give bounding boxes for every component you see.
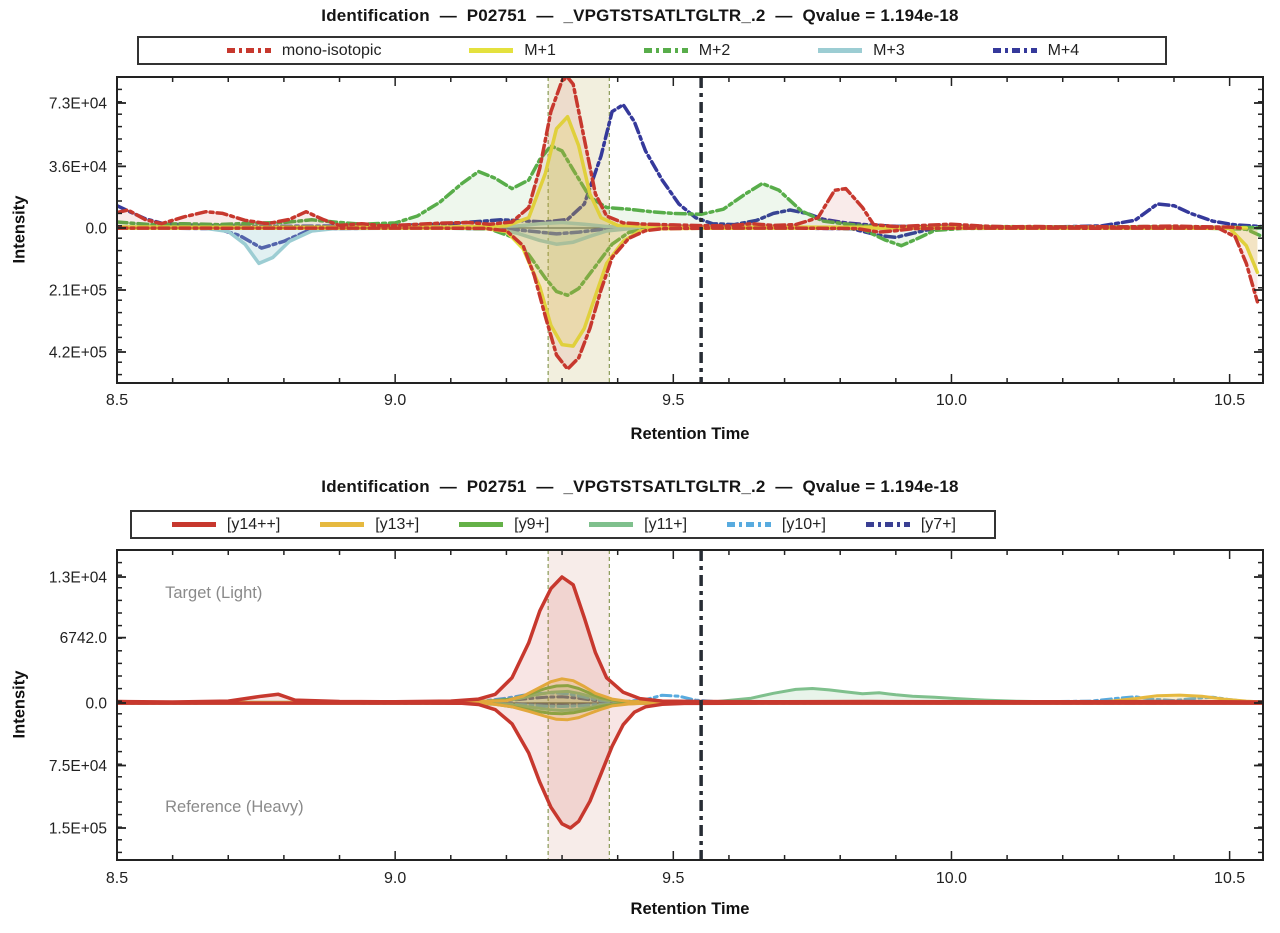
plot-annotation: Target (Light)	[165, 584, 262, 602]
legend-item-monoisotopic: mono-isotopic	[225, 41, 382, 60]
x-axis: 8.5 9.0 9.5 10.0 10.5	[106, 77, 1245, 409]
legend-item-y14++: [y14++]	[170, 516, 280, 534]
legend-line-sample-icon	[320, 522, 365, 527]
y-axis: 1.3E+04 6742.0 0.0 7.5E+04 1.5E+05	[49, 549, 1263, 854]
legend-label: [y14++]	[226, 515, 281, 533]
legend-label: mono-isotopic	[281, 41, 382, 59]
chart-title-bottom: Identification — P02751 — _VPGTSTSATLTGL…	[321, 477, 959, 496]
svg-text:1.3E+04: 1.3E+04	[49, 570, 108, 587]
legend-line-sample-icon	[226, 48, 271, 53]
x-axis-title-bottom: Retention Time	[630, 900, 750, 918]
chromatogram-plot-bottom[interactable]: 8.5 9.0 9.5 10.0 10.5 1.3E+04 6742.0 0.0 7.5E+04…	[0, 460, 1280, 933]
svg-text:3.6E+04: 3.6E+04	[49, 159, 108, 176]
plot-frame	[116, 76, 1264, 384]
legend-line-sample-icon	[643, 48, 688, 53]
legend-line-sample-icon	[469, 48, 514, 53]
legend-item-m+1: M+1	[467, 42, 556, 60]
legend-item-y10+: [y10+]	[725, 516, 826, 534]
svg-text:8.5: 8.5	[106, 392, 128, 409]
legend-line-sample-icon	[992, 48, 1037, 53]
svg-text:9.0: 9.0	[384, 870, 406, 887]
legend-item-m+3: M+3	[816, 42, 905, 60]
svg-text:8.5: 8.5	[106, 870, 128, 887]
y-axis: 7.3E+04 3.6E+04 0.0 2.1E+05 4.2E+05	[49, 76, 1263, 376]
svg-text:0.0: 0.0	[85, 221, 107, 238]
series-group	[117, 575, 1263, 830]
svg-text:2.1E+05: 2.1E+05	[49, 283, 107, 300]
legend-bottom: [y14++] [y13+] [y9+] [y11+] [y10+] [y7+]	[130, 510, 996, 539]
legend-label: M+1	[524, 41, 556, 59]
legend-item-y9+: [y9+]	[457, 516, 549, 534]
legend-item-y11+: [y11+]	[587, 516, 687, 534]
svg-text:6742.0: 6742.0	[60, 630, 108, 647]
legend-label: [y10+]	[781, 515, 826, 533]
plot-frame	[116, 549, 1264, 861]
legend-line-sample-icon	[726, 522, 771, 527]
legend-label: M+2	[698, 41, 731, 59]
svg-text:10.5: 10.5	[1214, 870, 1245, 887]
svg-text:9.5: 9.5	[662, 392, 684, 409]
svg-text:10.5: 10.5	[1214, 392, 1245, 409]
legend-item-y13+: [y13+]	[318, 516, 419, 534]
legend-label: [y9+]	[514, 515, 550, 533]
legend-item-m+4: M+4	[991, 41, 1080, 60]
legend-label: [y13+]	[375, 515, 420, 533]
x-axis-title-top: Retention Time	[630, 425, 750, 443]
svg-text:7.5E+04: 7.5E+04	[49, 758, 108, 775]
x-axis: 8.5 9.0 9.5 10.0 10.5	[106, 550, 1245, 887]
svg-text:9.0: 9.0	[384, 392, 406, 409]
svg-text:1.5E+05: 1.5E+05	[49, 821, 107, 838]
svg-text:0.0: 0.0	[85, 696, 107, 713]
legend-label: M+3	[873, 41, 905, 59]
series-monoisotopic	[117, 77, 1260, 371]
legend-line-sample-icon	[589, 522, 634, 527]
legend-label: M+4	[1047, 41, 1080, 59]
svg-text:10.0: 10.0	[936, 392, 967, 409]
series-y14++	[117, 575, 1263, 830]
plot-annotation: Reference (Heavy)	[165, 798, 303, 816]
legend-item-y7+: [y7+]	[864, 516, 956, 534]
legend-label: [y7+]	[920, 515, 956, 533]
legend-line-sample-icon	[818, 48, 863, 53]
svg-text:9.5: 9.5	[662, 870, 684, 887]
legend-label: [y11+]	[644, 515, 688, 533]
svg-text:4.2E+05: 4.2E+05	[49, 345, 107, 362]
series-group	[117, 77, 1263, 371]
legend-line-sample-icon	[865, 522, 910, 527]
svg-text:7.3E+04: 7.3E+04	[49, 96, 108, 113]
legend-line-sample-icon	[171, 522, 216, 527]
legend-top: mono-isotopic M+1 M+2 M+3 M+4	[137, 36, 1167, 65]
legend-line-sample-icon	[459, 522, 504, 527]
chart-title-top: Identification — P02751 — _VPGTSTSATLTGL…	[321, 6, 959, 25]
legend-item-m+2: M+2	[642, 41, 731, 60]
chromatogram-plot-top[interactable]: 8.5 9.0 9.5 10.0 10.5 7.3E+04 3.6E+04 0.0 2.1E+0…	[0, 0, 1280, 460]
svg-text:10.0: 10.0	[936, 870, 967, 887]
